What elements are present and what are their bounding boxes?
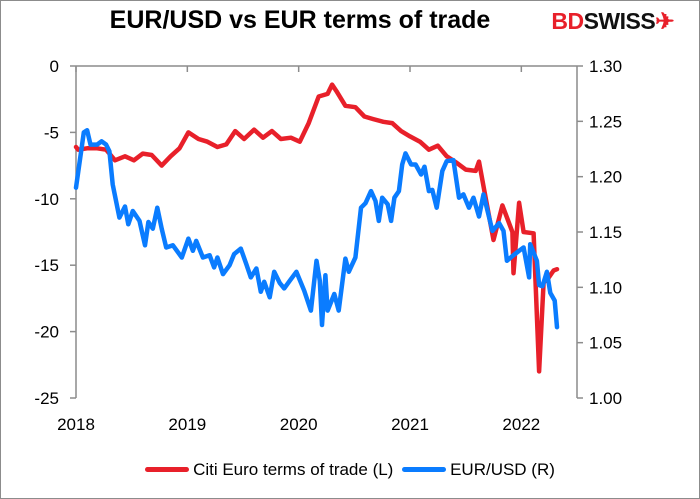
chart-title: EUR/USD vs EUR terms of trade [109,6,491,34]
legend: Citi Euro terms of trade (L) EUR/USD (R) [0,457,700,480]
left-tick-label: -20 [34,323,59,342]
x-tick-label: 2022 [502,415,540,434]
bdswiss-logo: BDSWISS✈ [551,8,674,34]
right-tick-label: 1.00 [589,389,622,408]
left-tick-label: 0 [50,57,59,76]
legend-label: Citi Euro terms of trade (L) [193,459,394,479]
right-tick-label: 1.25 [589,112,622,131]
right-tick-label: 1.15 [589,223,622,242]
legend-swatch-blue [402,467,447,472]
x-tick-label: 2020 [280,415,318,434]
right-tick-label: 1.20 [589,168,622,187]
series-line-terms-of-trade [73,82,560,374]
left-tick-label: -10 [34,190,59,209]
left-tick-label: -5 [44,123,59,142]
series-line-eurusd [73,127,560,330]
legend-item-terms-of-trade: Citi Euro terms of trade (L) [145,460,393,480]
right-tick-label: 1.30 [589,57,622,76]
x-tick-label: 2018 [57,415,95,434]
legend-swatch-red [145,467,190,472]
left-tick-label: -15 [34,256,59,275]
legend-label: EUR/USD (R) [450,459,555,479]
legend-item-eurusd: EUR/USD (R) [402,460,555,480]
x-tick-label: 2019 [168,415,206,434]
x-tick-label: 2021 [391,415,429,434]
right-tick-label: 1.05 [589,334,622,353]
left-tick-label: -25 [34,389,59,408]
right-tick-label: 1.10 [589,278,622,297]
